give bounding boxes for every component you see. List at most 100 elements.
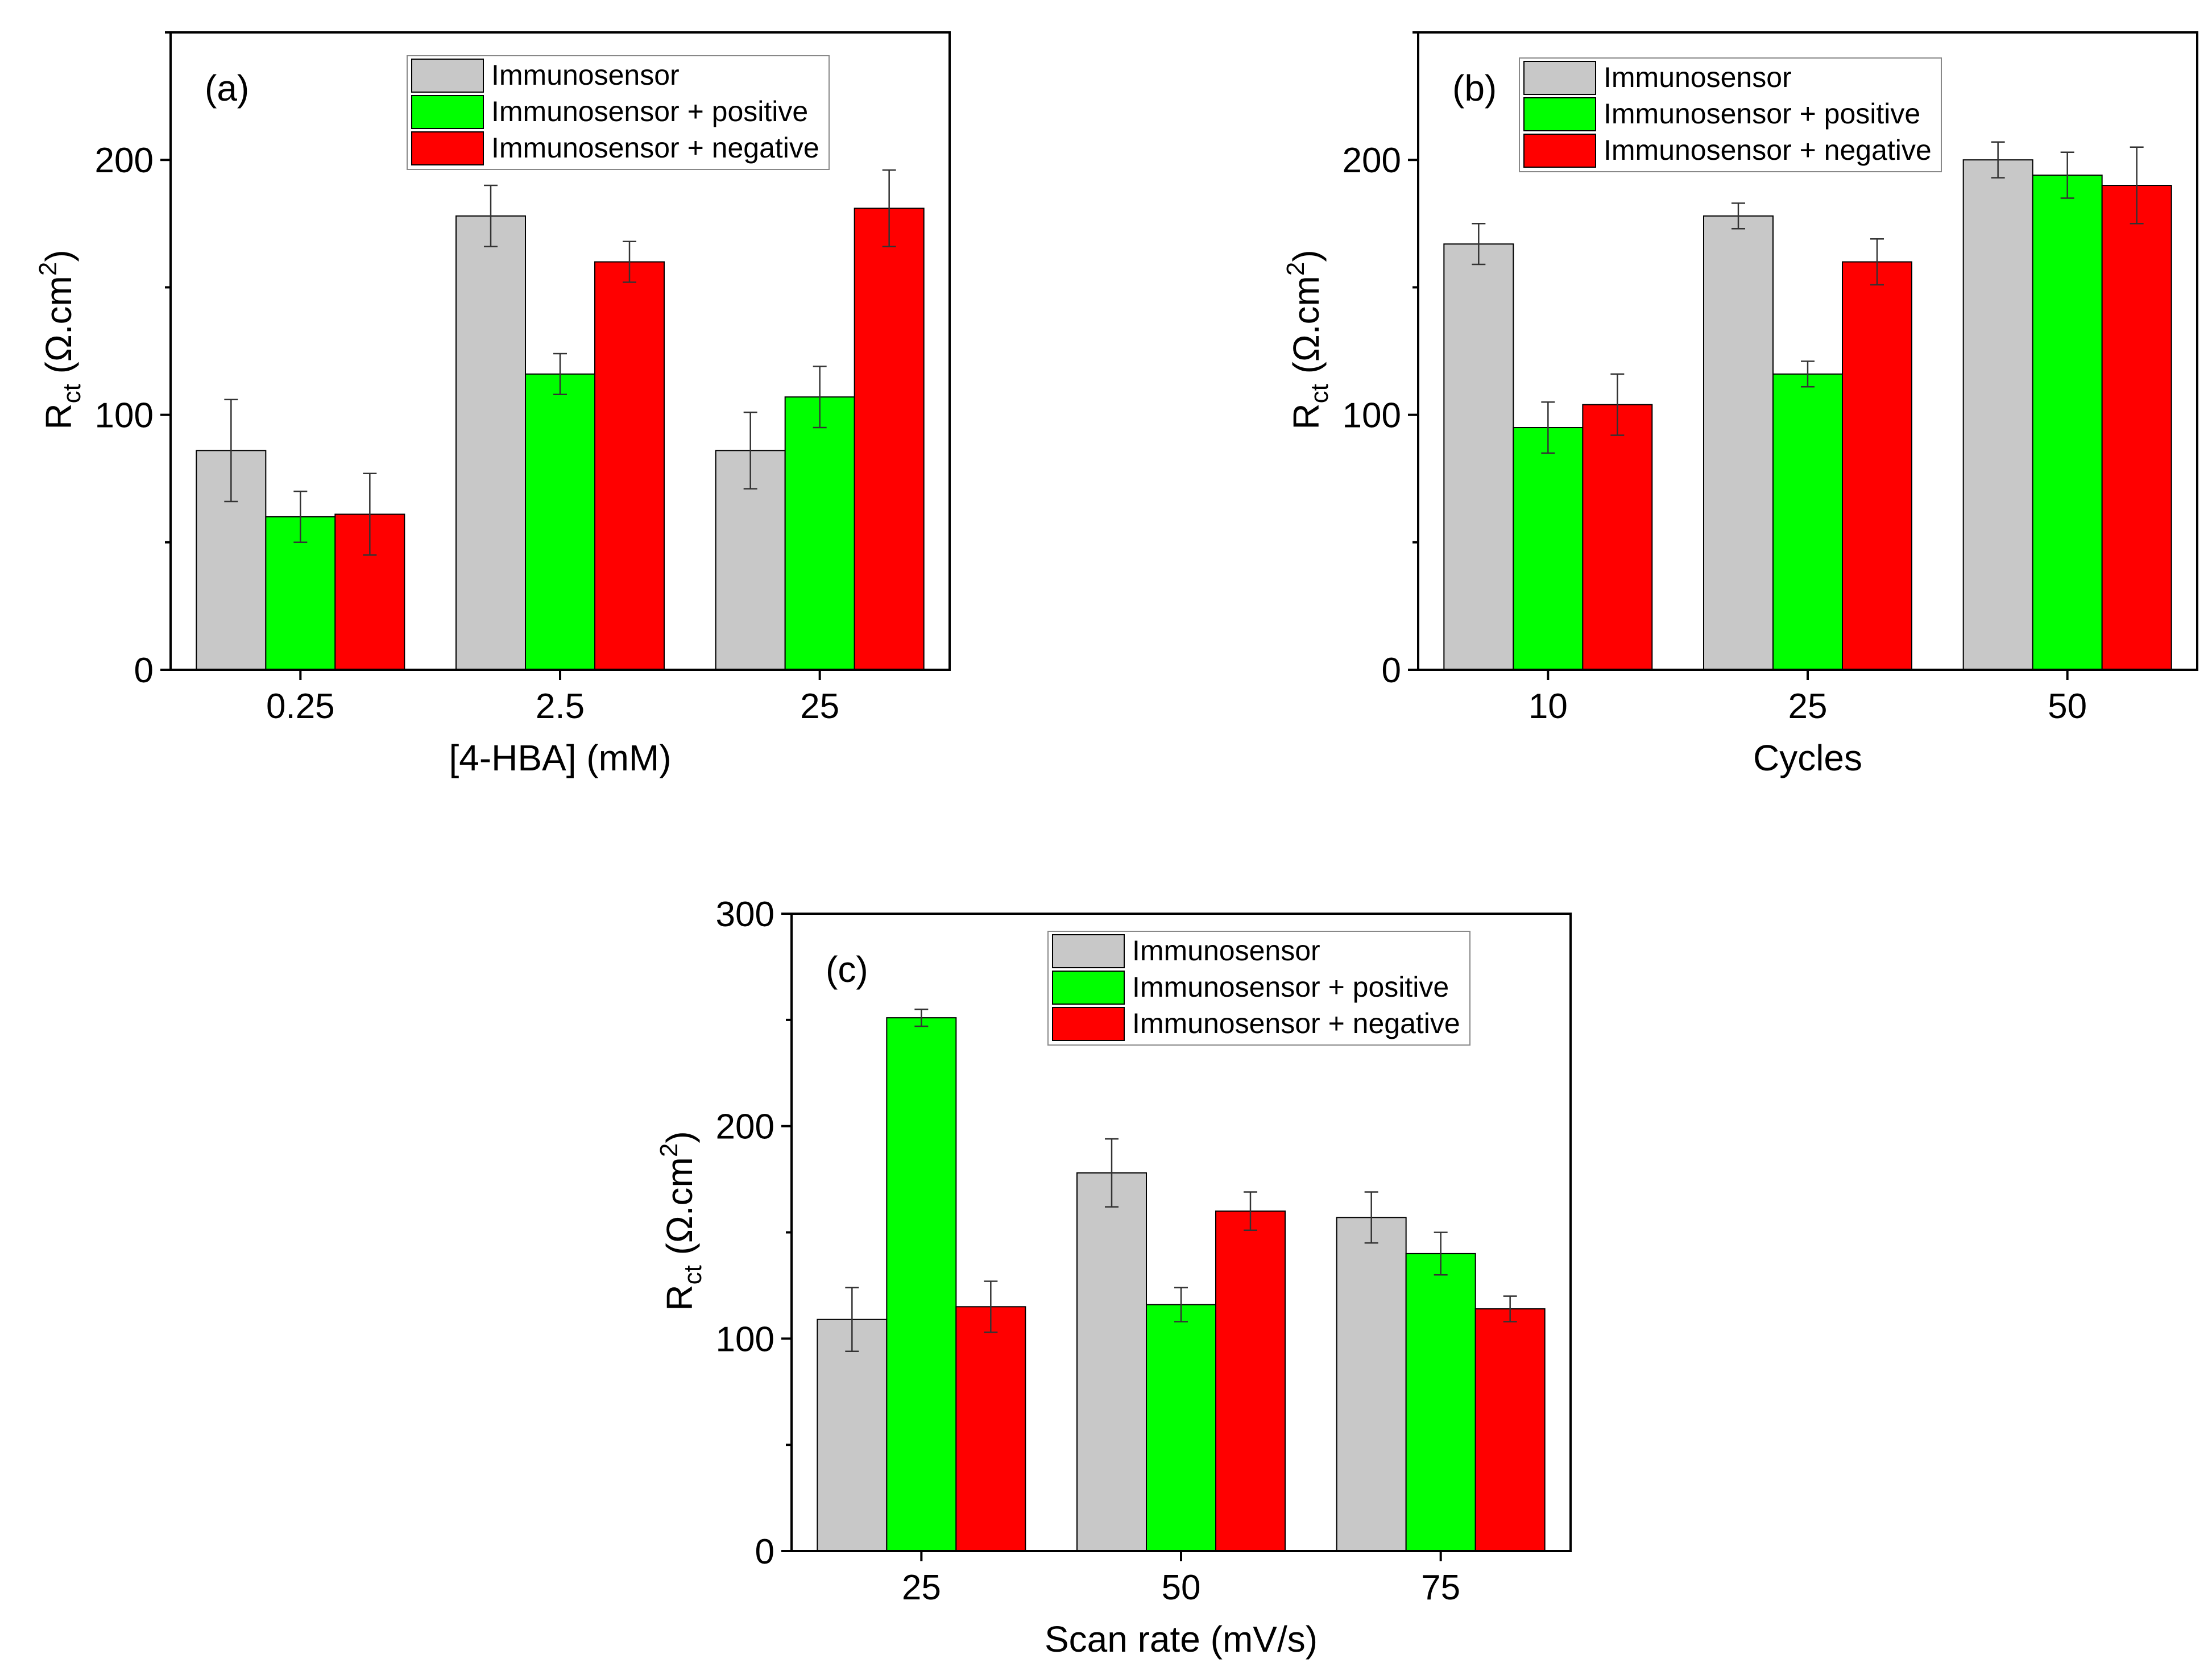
legend-swatch-positive — [1052, 971, 1125, 1005]
bar — [1772, 373, 1843, 670]
x-tick-label: 10 — [1528, 687, 1568, 726]
y-label-sub: ct — [679, 1265, 707, 1284]
legend-label-positive: Immunosensor + positive — [491, 96, 808, 127]
legend-swatch-immunosensor — [1052, 934, 1125, 968]
x-axis-label: [4-HBA] (mM) — [449, 737, 671, 778]
bar — [2101, 185, 2172, 671]
x-tick-label: 50 — [1162, 1568, 1201, 1607]
y-tick-label: 0 — [134, 651, 154, 690]
x-axis-label: Scan rate (mV/s) — [1045, 1619, 1318, 1660]
x-tick-label: 2.5 — [536, 687, 585, 726]
bar — [1842, 261, 1912, 670]
y-tick-label: 300 — [716, 895, 774, 934]
y-label-close: ) — [1286, 250, 1327, 262]
x-tick-label: 50 — [2048, 687, 2087, 726]
x-tick-label: 75 — [1421, 1568, 1460, 1607]
y-label-sub: ct — [1306, 384, 1333, 403]
y-tick-label: 0 — [755, 1532, 774, 1572]
legend-swatch-negative — [1523, 134, 1596, 168]
x-tick-label: 25 — [902, 1568, 941, 1607]
bar — [1474, 1308, 1546, 1552]
legend-label-immunosensor: Immunosensor — [1604, 61, 1792, 93]
bar — [1405, 1253, 1476, 1552]
series-positive — [886, 1008, 1476, 1552]
y-label-unit: (Ω.cm — [659, 1157, 700, 1265]
y-label-main: R — [38, 403, 79, 429]
y-tick-label: 200 — [95, 141, 154, 180]
series-negative — [334, 169, 925, 670]
legend-swatch-immunosensor — [1523, 61, 1596, 95]
bar — [455, 215, 526, 670]
bar — [1443, 243, 1514, 670]
legend: Immunosensor Immunosensor + positive Immun… — [1047, 931, 1470, 1046]
panel-label: (a) — [205, 68, 249, 109]
series-positive — [1513, 151, 2103, 671]
y-label-sub: ct — [58, 384, 86, 403]
bar — [1146, 1304, 1216, 1552]
panel-label: (b) — [1452, 68, 1497, 109]
legend-label-negative: Immunosensor + negative — [1604, 134, 1932, 166]
series-immunosensor — [1443, 141, 2033, 670]
legend-label-positive: Immunosensor + positive — [1604, 98, 1920, 130]
legend-swatch-positive — [411, 95, 484, 129]
bar — [955, 1306, 1026, 1552]
series-negative — [1582, 146, 2172, 671]
bar — [1513, 427, 1584, 671]
panel-label: (c) — [826, 949, 868, 990]
y-label-main: R — [1286, 403, 1327, 429]
y-tick-label: 100 — [95, 396, 154, 436]
bar — [1215, 1210, 1286, 1552]
bar — [1703, 215, 1774, 670]
y-label-main: R — [659, 1284, 700, 1311]
y-label-unit: (Ω.cm — [38, 276, 79, 384]
y-label-close: ) — [659, 1131, 700, 1143]
y-axis-label: Rct (Ω.cm2) — [34, 250, 86, 429]
bar — [817, 1319, 888, 1552]
y-label-close: ) — [38, 250, 79, 262]
y-label-sup: 2 — [1282, 262, 1310, 276]
legend-swatch-negative — [411, 131, 484, 165]
legend-label-negative: Immunosensor + negative — [491, 132, 819, 164]
y-label-unit: (Ω.cm — [1286, 276, 1327, 384]
y-label-sup: 2 — [655, 1143, 683, 1157]
bar — [1076, 1172, 1147, 1552]
legend-label-immunosensor: Immunosensor — [491, 59, 680, 91]
y-tick-label: 200 — [716, 1108, 774, 1147]
y-axis-label: Rct (Ω.cm2) — [655, 1131, 707, 1311]
x-axis-label: Cycles — [1753, 737, 1862, 778]
legend: Immunosensor Immunosensor + positive Immun… — [1519, 57, 1942, 172]
y-tick-label: 200 — [1343, 141, 1401, 180]
series-immunosensor — [196, 184, 786, 670]
legend-swatch-immunosensor — [411, 59, 484, 93]
bar — [854, 208, 925, 670]
series-negative — [955, 1191, 1546, 1552]
y-tick-label: 0 — [1382, 651, 1401, 690]
x-tick-label: 0.25 — [266, 687, 335, 726]
y-label-sup: 2 — [34, 262, 62, 276]
bar — [784, 396, 855, 670]
bar — [1336, 1217, 1407, 1552]
x-tick-label: 25 — [1788, 687, 1828, 726]
y-tick-label: 100 — [1343, 396, 1401, 436]
bar — [2032, 175, 2103, 670]
legend-swatch-positive — [1523, 97, 1596, 131]
bar — [1582, 404, 1653, 670]
legend-label-negative: Immunosensor + negative — [1132, 1008, 1460, 1039]
legend-swatch-negative — [1052, 1007, 1125, 1041]
bar — [1962, 159, 2033, 670]
y-axis-label: Rct (Ω.cm2) — [1282, 250, 1333, 429]
chart-panel-c: 0 100 200 300 25 50 75 Scan rate (mV/s) Rct (Ω.c… — [655, 895, 1572, 1660]
x-tick-label: 25 — [800, 687, 839, 726]
legend-label-immunosensor: Immunosensor — [1132, 935, 1320, 967]
series-immunosensor — [817, 1138, 1407, 1552]
chart-panel-b: 0 100 200 10 25 50 Cycles Rct (Ω.cm2) (b) Immunos… — [1282, 31, 2198, 778]
bar — [594, 261, 665, 670]
series-positive — [265, 353, 855, 671]
bar — [525, 373, 595, 670]
bar — [886, 1017, 957, 1552]
legend-label-positive: Immunosensor + positive — [1132, 971, 1449, 1003]
y-tick-label: 100 — [716, 1320, 774, 1359]
legend: Immunosensor Immunosensor + positive Immun… — [407, 55, 830, 170]
